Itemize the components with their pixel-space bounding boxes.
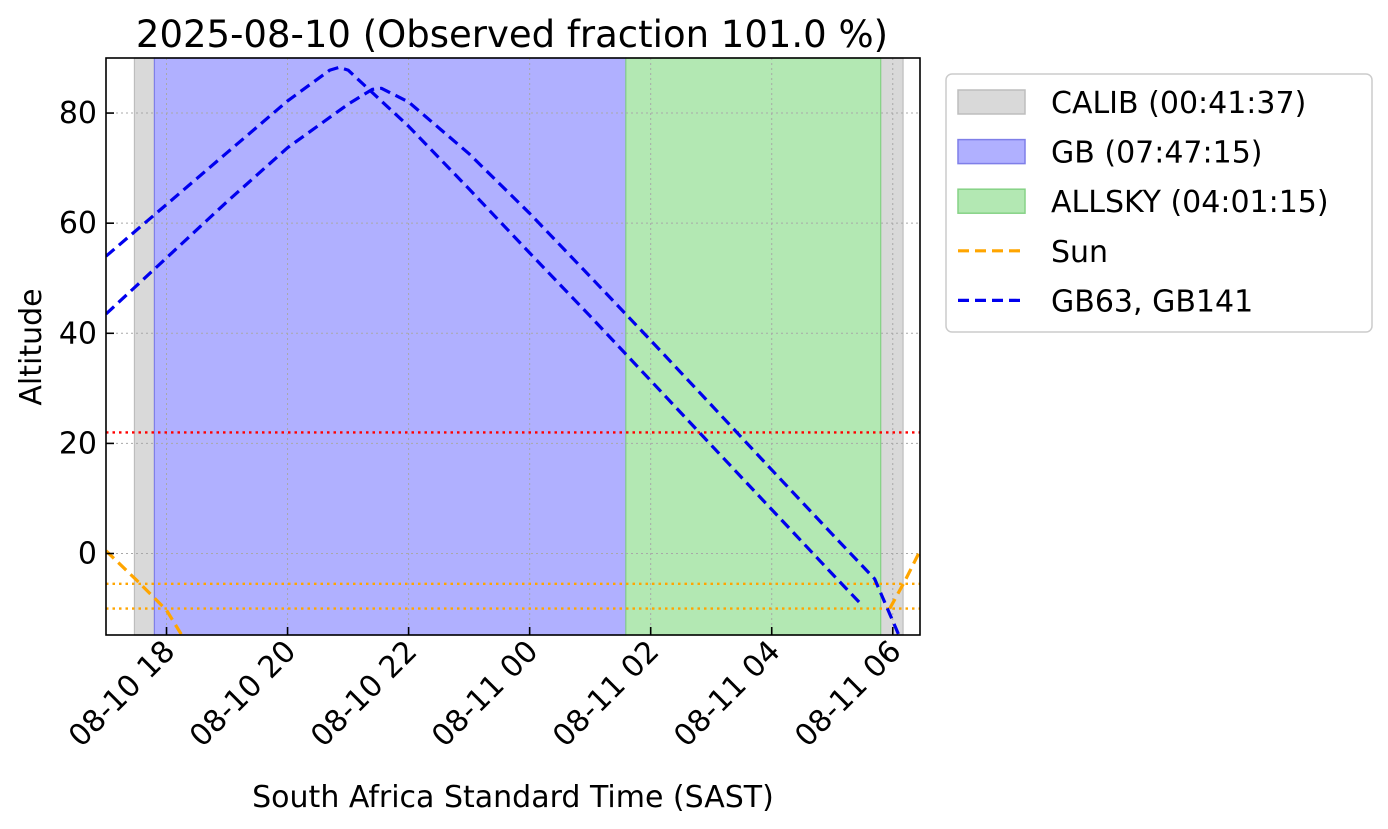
- series-lines: [106, 65, 920, 635]
- span-calib-1: [880, 57, 904, 636]
- series-sun-line-1: [888, 550, 920, 610]
- x-tick-label-3: 08-11 00: [425, 634, 545, 754]
- plot-frame: [105, 57, 921, 636]
- legend-frame: [945, 73, 1373, 333]
- y-axis-ticks: 0 20 40 60 80: [59, 96, 114, 572]
- y-tick-label-0: 0: [78, 537, 97, 572]
- legend-swatch-allsky: [957, 188, 1026, 214]
- x-tick-label-5: 08-11 04: [667, 634, 787, 754]
- grid-lines: [106, 58, 920, 635]
- span-allsky-0: [625, 57, 882, 636]
- x-tick-label-1: 08-10 20: [183, 634, 303, 754]
- legend-swatch-calib: [957, 89, 1026, 115]
- series-gb141-line-0: [106, 86, 901, 635]
- y-tick-label-1: 20: [59, 426, 97, 461]
- x-axis-label: South Africa Standard Time (SAST): [252, 780, 774, 815]
- x-axis-ticks: 08-10 18 08-10 20 08-10 22 08-11 00 08-11 02…: [62, 627, 908, 754]
- legend-label-gb-targets: GB63, GB141: [1051, 284, 1253, 319]
- x-tick-label-0: 08-10 18: [62, 634, 182, 754]
- chart-title: 2025-08-10 (Observed fraction 101.0 %): [136, 13, 888, 56]
- x-tick-label-6: 08-11 06: [788, 634, 908, 754]
- legend-swatch-gb: [957, 138, 1026, 165]
- span-gb-0: [153, 57, 627, 636]
- y-tick-label-2: 40: [59, 316, 97, 351]
- span-calib-0: [133, 57, 156, 636]
- series-gb63-line-0: [106, 65, 861, 604]
- y-tick-label-3: 60: [59, 206, 97, 241]
- x-tick-label-2: 08-10 22: [304, 634, 424, 754]
- legend-label-allsky: ALLSKY (04:01:15): [1051, 185, 1329, 220]
- y-tick-label-4: 80: [59, 96, 97, 131]
- legend-label-sun: Sun: [1051, 235, 1108, 270]
- reference-lines: [106, 431, 920, 610]
- legend: CALIB (00:41:37) GB (07:47:15) ALLSKY (04:…: [945, 73, 1373, 333]
- legend-label-gb: GB (07:47:15): [1051, 136, 1263, 171]
- x-tick-label-4: 08-11 02: [546, 634, 666, 754]
- y-axis-label: Altitude: [14, 288, 49, 405]
- observation-spans: [133, 57, 904, 636]
- legend-label-calib: CALIB (00:41:37): [1051, 86, 1306, 121]
- series-sun-line-0: [106, 549, 184, 635]
